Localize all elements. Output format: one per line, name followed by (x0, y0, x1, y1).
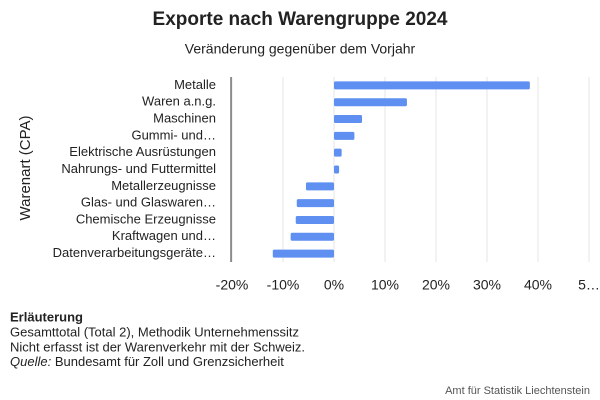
x-tick-label: 0% (324, 277, 344, 293)
bar (334, 115, 363, 124)
y-tick-label: Glas- und Glaswaren… (81, 195, 216, 210)
source-text: Bundesamt für Zoll und Grenzsicherheit (55, 354, 284, 369)
source-label: Quelle: (10, 354, 52, 369)
y-tick-label: Metalle (174, 77, 216, 92)
bar (305, 182, 334, 191)
bar (334, 165, 340, 174)
footer: Amt für Statistik Liechtenstein (445, 385, 590, 397)
chart-subtitle: Veränderung gegenüber dem Vorjahr (185, 41, 416, 57)
y-tick-label: Gummi- und… (131, 127, 216, 142)
notes-heading: Erläuterung (10, 309, 83, 324)
y-tick-label: Nahrungs- und Futtermittel (61, 161, 216, 176)
x-tick-label: 20% (422, 277, 450, 293)
y-tick-label: Datenverarbeitungsgeräte… (53, 245, 216, 260)
bar (334, 98, 407, 107)
source: Quelle: Bundesamt für Zoll und Grenzsich… (10, 354, 284, 369)
y-axis-label: Warenart (CPA) (17, 115, 34, 220)
bar (290, 232, 334, 241)
x-tick-label: -20% (216, 277, 249, 293)
x-tick-label: 10% (371, 277, 399, 293)
note-line: Nicht erfasst ist der Warenverkehr mit d… (10, 339, 305, 354)
x-tick-label: 5… (578, 277, 600, 293)
bar (272, 249, 334, 258)
note-line: Gesamttotal (Total 2), Methodik Unterneh… (10, 324, 299, 339)
x-tick-label: -10% (267, 277, 300, 293)
x-tick-label: 40% (524, 277, 552, 293)
y-tick-label: Kraftwagen und… (112, 228, 216, 243)
bar (295, 215, 334, 224)
bar (334, 81, 530, 90)
bar (334, 148, 342, 157)
y-tick-label: Chemische Erzeugnisse (76, 211, 216, 226)
x-tick-label: 30% (473, 277, 501, 293)
chart-title: Exporte nach Warengruppe 2024 (153, 9, 448, 30)
y-tick-label: Waren a.n.g. (142, 94, 216, 109)
y-tick-label: Elektrische Ausrüstungen (69, 144, 216, 159)
bar (334, 131, 355, 140)
bar (296, 199, 334, 208)
y-tick-label: Metallerzeugnisse (111, 178, 216, 193)
y-tick-label: Maschinen (153, 110, 216, 125)
